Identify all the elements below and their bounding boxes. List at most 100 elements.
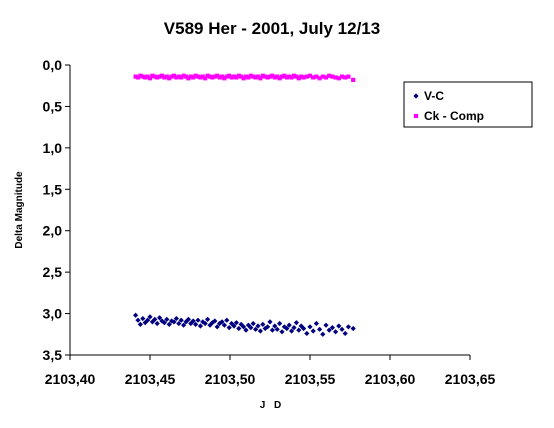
ck-comp-point: [275, 74, 280, 79]
vc-point: [253, 326, 259, 332]
vc-point: [296, 327, 302, 333]
ck-comp-point: [215, 73, 220, 78]
ck-comp-point: [207, 74, 213, 79]
ck-comp-point: [289, 75, 294, 80]
vc-point: [185, 316, 191, 322]
vc-point: [281, 324, 287, 330]
ck-comp-point: [279, 74, 285, 79]
vc-point: [336, 323, 342, 329]
y-axis-label: Delta Magnitude: [14, 171, 25, 249]
vc-point: [164, 316, 170, 322]
vc-point: [178, 317, 184, 323]
vc-point: [193, 321, 199, 327]
vc-point: [133, 312, 139, 318]
ck-comp-point: [195, 74, 201, 79]
ck-comp-point: [333, 75, 338, 80]
ck-comp-point: [167, 76, 172, 81]
vc-point: [161, 320, 167, 326]
vc-point: [277, 320, 283, 327]
ck-comp-point: [246, 75, 251, 80]
vc-point: [267, 319, 273, 325]
vc-point: [197, 323, 203, 329]
ck-comp-point: [314, 74, 319, 79]
ck-comp-point: [222, 76, 227, 81]
x-tick-label: 2103,55: [285, 371, 336, 387]
ck-comp-point: [311, 75, 316, 80]
vc-point: [250, 320, 256, 327]
ck-comp-point: [270, 73, 275, 78]
ck-comp-point: [219, 74, 225, 79]
y-tick-label: 0,0: [43, 57, 63, 73]
vc-point: [342, 330, 348, 337]
vc-point: [248, 325, 254, 331]
data-markers: [133, 73, 356, 337]
ck-comp-point: [327, 73, 332, 78]
vc-point: [257, 328, 263, 334]
vc-point: [149, 319, 155, 325]
ck-comp-point: [284, 75, 289, 80]
y-tick-label: 3,0: [43, 306, 63, 322]
ck-comp-point: [150, 73, 155, 78]
vc-point: [333, 329, 339, 335]
vc-point: [233, 320, 239, 326]
ck-comp-point: [296, 76, 301, 81]
chart-title: V589 Her - 2001, July 12/13: [164, 19, 380, 38]
vc-point: [190, 318, 196, 324]
vc-point: [214, 324, 220, 330]
y-tick-label: 2,0: [43, 223, 63, 239]
ck-comp-point: [157, 74, 162, 79]
ck-comp-point: [291, 73, 297, 78]
vc-point: [289, 328, 295, 334]
vc-point: [152, 316, 158, 322]
ck-comp-point: [267, 74, 273, 79]
ck-comp-point: [346, 74, 351, 79]
legend-box: [403, 81, 533, 128]
vc-point: [272, 323, 278, 329]
ck-comp-point: [323, 75, 329, 80]
x-tick-label: 2103,60: [365, 371, 416, 387]
ck-comp-point: [236, 73, 241, 78]
vc-point: [212, 318, 218, 324]
vc-point: [157, 315, 163, 321]
vc-point: [238, 321, 244, 327]
ck-comp-point: [212, 74, 217, 79]
vc-point: [245, 322, 251, 328]
ck-comp-point: [176, 74, 181, 79]
vc-point: [205, 316, 211, 322]
vc-point: [274, 326, 280, 332]
ck-comp-point: [255, 74, 261, 79]
vc-point: [135, 317, 141, 323]
ck-comp-point: [188, 74, 193, 79]
vc-point: [345, 324, 351, 330]
vc-point: [147, 314, 153, 320]
vc-point: [154, 320, 160, 327]
ck-comp-point: [145, 74, 150, 79]
vc-point: [166, 321, 172, 327]
vc-point: [293, 320, 299, 326]
ck-comp-point: [272, 75, 277, 80]
vc-point: [202, 320, 208, 327]
vc-point: [326, 327, 332, 333]
ck-comp-point: [210, 75, 215, 80]
ck-comp-point: [307, 73, 313, 78]
ck-comp-point: [203, 76, 208, 81]
x-tick-label: 2103,40: [45, 371, 96, 387]
plot-area: [69, 65, 470, 356]
y-ticks: 0,0 0,5 1,0 1,5 2,0 2,5 3,0 3,5: [43, 57, 70, 363]
ck-comp-point: [143, 75, 148, 80]
ck-comp-point: [339, 74, 345, 79]
ck-comp-point: [193, 73, 198, 78]
ck-comp-point: [191, 75, 196, 80]
vc-point: [171, 319, 177, 325]
vc-point: [350, 325, 356, 332]
y-tick-label: 0,5: [43, 98, 63, 114]
vc-point: [236, 325, 242, 332]
vc-point: [307, 324, 313, 330]
vc-point: [260, 321, 266, 327]
ck-comp-point: [265, 75, 270, 80]
ck-comp-point: [229, 75, 234, 80]
ck-comp-point: [159, 73, 165, 78]
x-tick-label: 2103,65: [445, 371, 496, 387]
ck-comp-point: [258, 76, 263, 81]
